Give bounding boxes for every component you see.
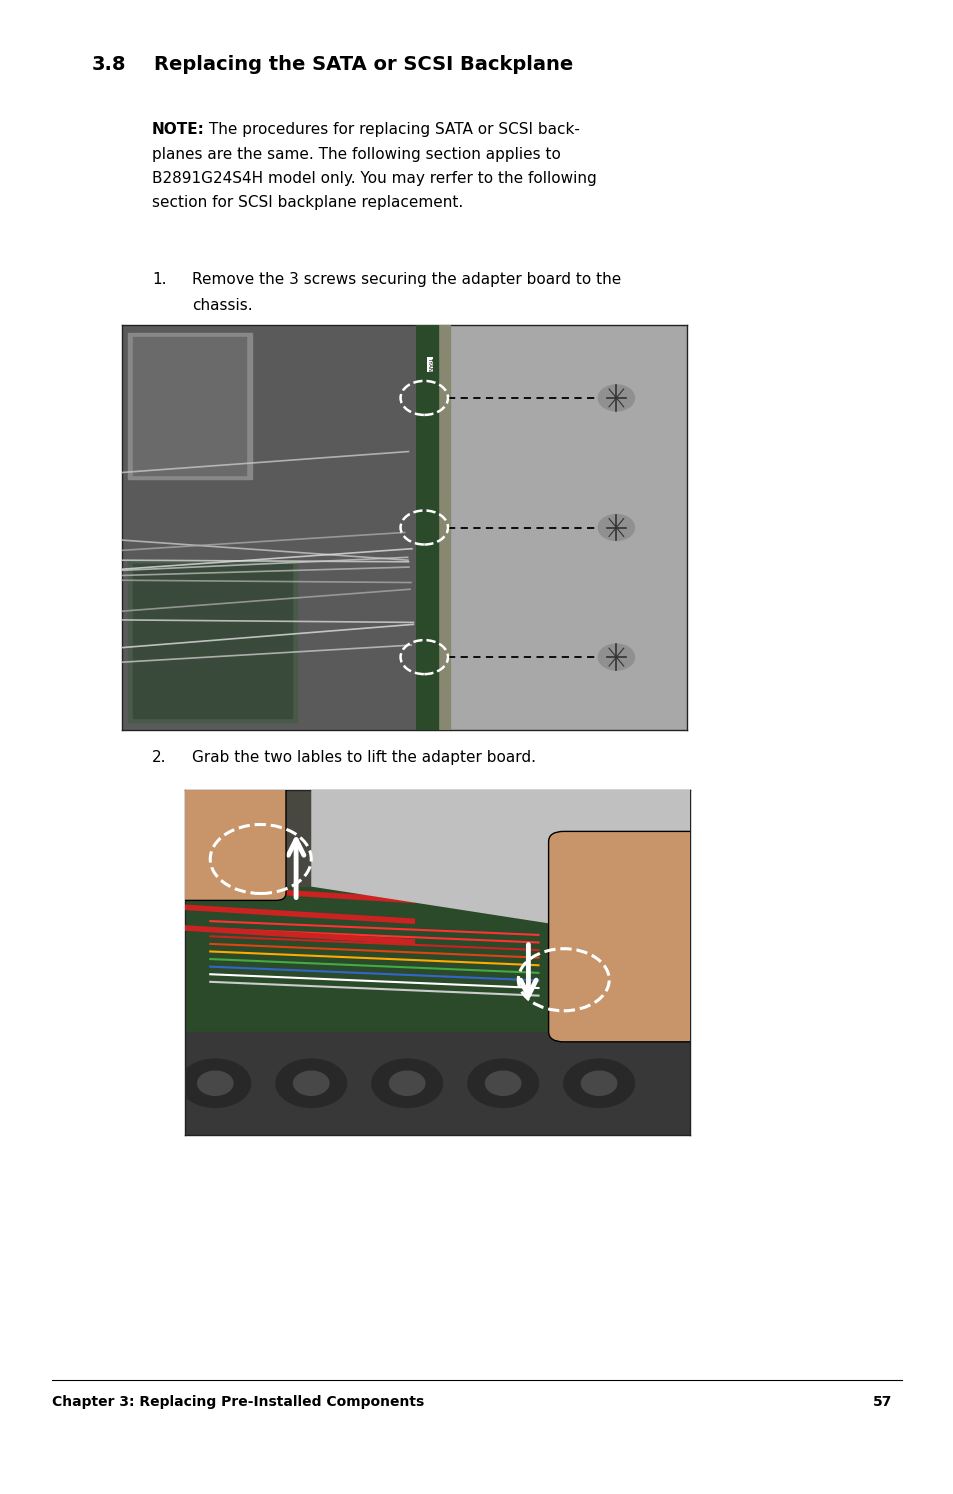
Text: 3.8: 3.8 [91, 55, 127, 75]
Text: planes are the same. The following section applies to: planes are the same. The following secti… [152, 146, 560, 161]
Circle shape [197, 1071, 233, 1095]
Text: chassis.: chassis. [192, 297, 253, 312]
Bar [449, 326, 686, 731]
Text: The procedures for replacing SATA or SCSI back-: The procedures for replacing SATA or SCS… [204, 123, 579, 137]
Text: Grab the two lables to lift the adapter board.: Grab the two lables to lift the adapter … [192, 750, 536, 765]
Bar [122, 326, 416, 731]
Circle shape [485, 1071, 520, 1095]
Circle shape [467, 1059, 537, 1107]
Circle shape [563, 1059, 634, 1107]
Polygon shape [311, 790, 689, 946]
Bar [133, 338, 246, 475]
Text: 2.: 2. [152, 750, 167, 765]
Circle shape [598, 514, 634, 541]
Text: TYAN: TYAN [427, 357, 432, 372]
Bar [185, 886, 614, 1031]
Text: section for SCSI backplane replacement.: section for SCSI backplane replacement. [152, 196, 463, 211]
Circle shape [294, 1071, 329, 1095]
Circle shape [372, 1059, 442, 1107]
Text: B2891G24S4H model only. You may rerfer to the following: B2891G24S4H model only. You may rerfer t… [152, 170, 597, 185]
Bar [128, 333, 252, 480]
Circle shape [389, 1071, 424, 1095]
Text: NOTE:: NOTE: [152, 123, 205, 137]
Text: Chapter 3: Replacing Pre-Installed Components: Chapter 3: Replacing Pre-Installed Compo… [52, 1395, 424, 1409]
Text: Replacing the SATA or SCSI Backplane: Replacing the SATA or SCSI Backplane [153, 55, 573, 75]
Text: 1.: 1. [152, 272, 167, 287]
Text: Remove the 3 screws securing the adapter board to the: Remove the 3 screws securing the adapter… [192, 272, 620, 287]
FancyBboxPatch shape [174, 783, 286, 901]
Bar [416, 326, 438, 731]
Bar [133, 563, 292, 717]
Circle shape [598, 385, 634, 411]
Circle shape [580, 1071, 617, 1095]
FancyBboxPatch shape [548, 831, 704, 1041]
Circle shape [180, 1059, 251, 1107]
Circle shape [275, 1059, 346, 1107]
Bar [416, 326, 449, 731]
Circle shape [598, 644, 634, 671]
Bar [185, 1031, 689, 1135]
Text: 57: 57 [872, 1395, 891, 1409]
Bar [128, 560, 296, 722]
